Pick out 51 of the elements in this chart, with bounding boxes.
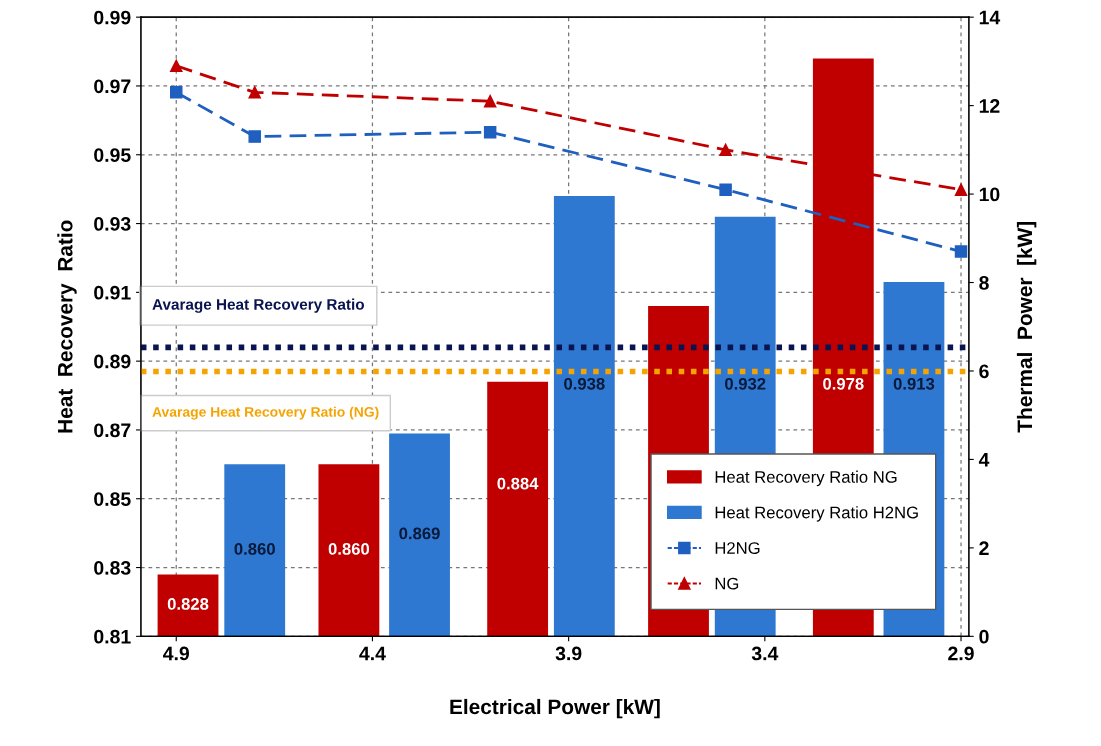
point	[719, 143, 732, 157]
data-label: 0.828	[167, 598, 209, 610]
legend-label: NG	[715, 577, 739, 590]
y-tick-label: 0.93	[94, 217, 131, 231]
y2-tick-label: 6	[979, 364, 989, 379]
x-tick-label: 4.9	[163, 646, 190, 661]
y2-tick-label: 4	[978, 453, 990, 467]
data-label: 0.884	[497, 477, 539, 490]
point	[483, 125, 497, 139]
legend-label: Heat Recovery Ratio NG	[715, 470, 897, 487]
point	[954, 183, 968, 196]
x-tick-label: 3.4	[751, 646, 779, 661]
data-label: 0.860	[328, 543, 370, 555]
legend-label: H2NG	[715, 542, 760, 554]
y-tick-label: 0.97	[94, 79, 131, 94]
point	[169, 86, 183, 99]
data-label: 0.932	[725, 377, 766, 390]
ref-line-label: Avarage Heat Recovery Ratio	[152, 298, 364, 313]
x-tick-label: 2.9	[948, 646, 974, 661]
point	[248, 86, 261, 99]
y-axis-title: Heat Recovery Ratio	[57, 220, 77, 433]
point	[483, 94, 497, 108]
y-tick-label: 0.89	[94, 354, 131, 369]
point	[169, 59, 183, 73]
point	[719, 183, 732, 196]
legend-label: Heat Recovery Ratio H2NG	[715, 506, 918, 522]
y-tick-label: 0.99	[94, 10, 131, 25]
ref-line-label: Avarage Heat Recovery Ratio (NG)	[152, 406, 379, 420]
data-label: 0.860	[234, 543, 275, 555]
data-label: 0.938	[564, 377, 605, 390]
y2-axis-title: Thermal Power [kW]	[1016, 221, 1037, 433]
point	[248, 130, 261, 143]
data-label: 0.913	[893, 377, 935, 390]
y2-tick-label: 8	[979, 275, 989, 290]
data-label: 0.869	[399, 527, 440, 540]
y2-tick-label: 0	[979, 629, 989, 644]
y2-tick-label: 12	[979, 99, 1000, 113]
y-tick-label: 0.83	[94, 561, 131, 575]
y-tick-label: 0.87	[94, 423, 131, 438]
y2-tick-label: 2	[979, 541, 989, 555]
y2-tick-label: 14	[979, 10, 1001, 25]
x-tick-label: 4.4	[359, 646, 386, 661]
y-tick-label: 0.81	[94, 629, 131, 644]
x-axis-title: Electrical Power [kW]	[450, 698, 660, 719]
x-tick-label: 3.9	[555, 646, 582, 661]
y2-tick-label: 10	[979, 187, 1000, 202]
data-label: 0.978	[823, 377, 864, 390]
y-tick-label: 0.91	[94, 285, 131, 300]
point	[954, 245, 968, 258]
y-tick-label: 0.95	[94, 148, 131, 162]
y-tick-label: 0.85	[94, 492, 131, 506]
